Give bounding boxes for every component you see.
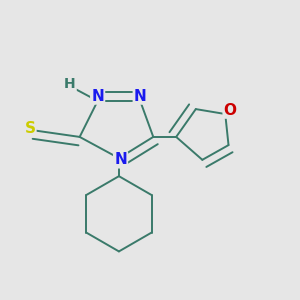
Text: O: O xyxy=(224,103,237,118)
Text: N: N xyxy=(134,88,147,104)
Text: N: N xyxy=(91,88,104,104)
Text: N: N xyxy=(114,152,127,167)
Text: S: S xyxy=(24,121,35,136)
Text: H: H xyxy=(64,77,76,91)
